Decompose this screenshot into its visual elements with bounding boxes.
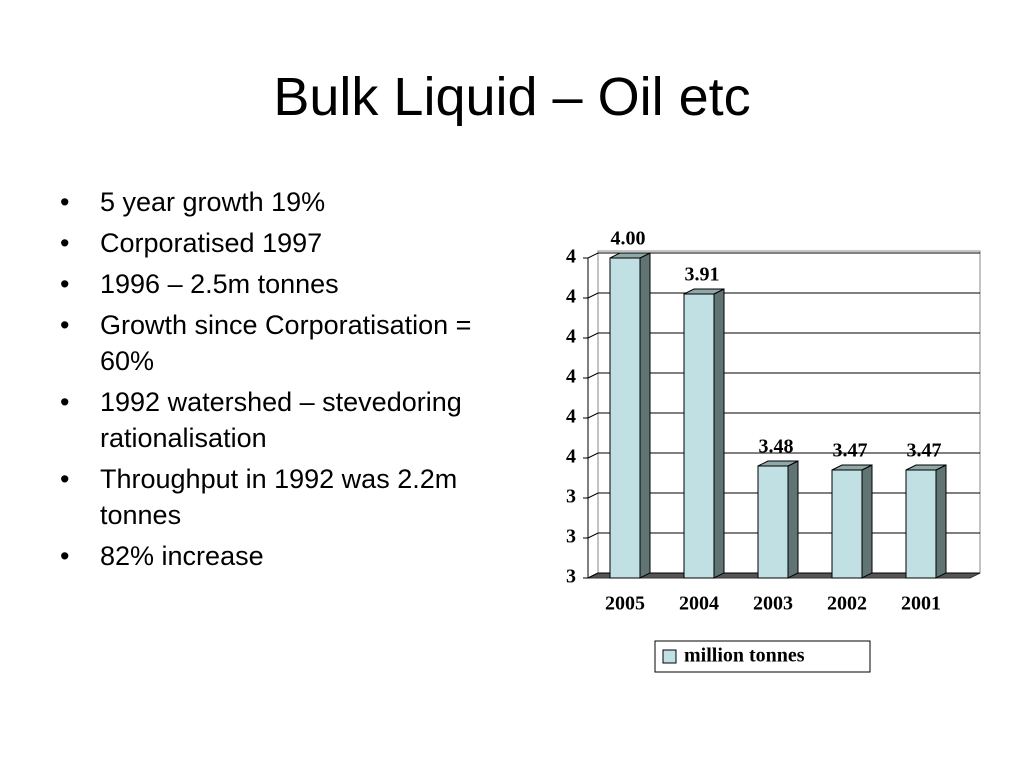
- bar-face: [831, 469, 863, 579]
- bar-face: [683, 293, 715, 579]
- grid-line: [587, 292, 980, 299]
- bullet: Throughput in 1992 was 2.2m tonnes: [60, 461, 520, 533]
- bullet: Corporatised 1997: [60, 225, 520, 261]
- x-tick-label: 2004: [679, 593, 719, 615]
- data-label: 4.00: [611, 228, 646, 250]
- bar-face: [713, 288, 725, 579]
- y-tick-label: 3: [566, 566, 576, 588]
- bar-face: [935, 464, 947, 579]
- bullet-list: 5 year growth 19% Corporatised 1997 1996 –…: [60, 184, 520, 579]
- data-label: 3.47: [833, 440, 868, 462]
- x-tick-label: 2005: [605, 593, 645, 615]
- y-tick-label: 4: [566, 446, 576, 468]
- bar-face: [639, 252, 651, 579]
- bullet: 1996 – 2.5m tonnes: [60, 266, 520, 302]
- x-tick-label: 2001: [901, 593, 941, 615]
- data-label: 3.47: [907, 440, 942, 462]
- legend-swatch: [662, 649, 677, 664]
- bullet: 1992 watershed – stevedoring rationalisa…: [60, 384, 520, 456]
- bar: [831, 464, 873, 579]
- grid-line: [587, 372, 980, 379]
- bullet: 82% increase: [60, 538, 520, 574]
- y-tick-label: 4: [566, 246, 576, 268]
- bullet: 5 year growth 19%: [60, 184, 520, 220]
- y-tick-label: 4: [566, 366, 576, 388]
- x-tick-label: 2003: [753, 593, 793, 615]
- bar: [905, 464, 947, 579]
- bar-face: [609, 257, 641, 579]
- y-tick-label: 3: [566, 526, 576, 548]
- y-tick-label: 4: [566, 406, 576, 428]
- bar-face: [787, 460, 799, 579]
- x-tick-label: 2002: [827, 593, 867, 615]
- y-tick-label: 3: [566, 486, 576, 508]
- grid-line: [587, 252, 980, 259]
- slide-title: Bulk Liquid – Oil etc: [273, 67, 751, 127]
- data-label: 3.91: [685, 264, 720, 286]
- bar: [757, 460, 799, 579]
- data-label: 3.48: [759, 436, 794, 458]
- bar-face: [861, 464, 873, 579]
- bullet: Growth since Corporatisation = 60%: [60, 307, 520, 379]
- y-tick-label: 4: [566, 326, 576, 348]
- grid-line: [587, 412, 980, 419]
- y-tick-label: 4: [566, 286, 576, 308]
- bar-face: [905, 469, 937, 579]
- legend-box: [654, 640, 871, 673]
- legend-label: million tonnes: [684, 645, 805, 667]
- bar: [609, 252, 651, 579]
- grid-line: [587, 332, 980, 339]
- bar-face: [757, 465, 789, 579]
- bar: [683, 288, 725, 579]
- grid-line: [587, 452, 980, 459]
